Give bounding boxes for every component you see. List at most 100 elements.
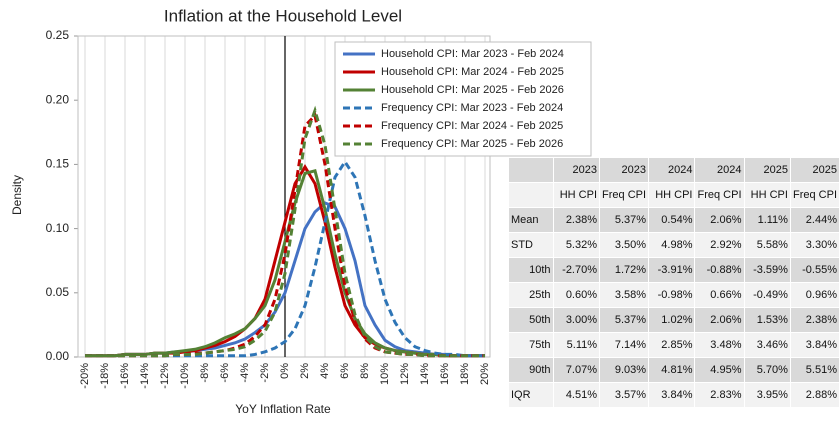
y-tick-label: 0.15 [46, 157, 70, 171]
table-cell: 5.70% [743, 357, 791, 383]
table-cell: -0.98% [648, 282, 696, 308]
x-tick-label: 0% [279, 363, 291, 379]
x-tick-label: -20% [79, 363, 91, 389]
x-tick-label: -18% [99, 363, 111, 389]
table-cell [508, 182, 554, 208]
table-cell: IQR [508, 382, 554, 408]
table-cell: 4.81% [648, 357, 696, 383]
table-cell: 5.51% [789, 357, 840, 383]
table-row: 2023 2023 2024 2024 2025 2025 [508, 157, 840, 183]
table-row: 10th -2.70% 1.72% -3.91% -0.88% -3.59% -0.55% [508, 257, 840, 283]
x-tick-label: 18% [459, 363, 471, 385]
table-cell: 0.54% [648, 207, 696, 233]
table-cell: 2.88% [789, 382, 840, 408]
table-row: Mean 2.38% 5.37% 0.54% 2.06% 1.11% 2.44% [508, 207, 840, 233]
table-cell: HH CPI [743, 182, 791, 208]
y-tick-label: 0.20 [46, 92, 70, 106]
table-cell: 0.60% [552, 282, 601, 308]
x-tick-label: -8% [199, 363, 211, 383]
table-cell: 1.53% [743, 307, 791, 333]
table-cell [508, 157, 554, 183]
table-cell: 5.58% [743, 232, 791, 258]
table-cell: 3.95% [743, 382, 791, 408]
table-cell: 1.02% [648, 307, 696, 333]
x-tick-label: -10% [179, 363, 191, 389]
table-cell: 2025 [789, 157, 840, 183]
x-tick-label: -4% [239, 363, 251, 383]
x-tick-label: 12% [399, 363, 411, 385]
table-row: HH CPI Freq CPI HH CPI Freq CPI HH CPI Freq C… [508, 182, 840, 208]
table-cell: 1.72% [599, 257, 650, 283]
x-tick-label: -16% [119, 363, 131, 389]
legend-label: Household CPI: Mar 2023 - Feb 2024 [381, 48, 564, 60]
legend-label: Household CPI: Mar 2024 - Feb 2025 [381, 66, 564, 78]
legend-box [334, 41, 592, 157]
table-cell: 5.37% [599, 207, 650, 233]
table-cell: 9.03% [599, 357, 650, 383]
table-cell: -0.55% [789, 257, 840, 283]
x-tick-label: -2% [259, 363, 271, 383]
x-tick-label: 4% [319, 363, 331, 379]
legend-label: Household CPI: Mar 2025 - Feb 2026 [381, 84, 564, 96]
legend-label: Frequency CPI: Mar 2025 - Feb 2026 [381, 138, 563, 150]
table-cell: 50th [508, 307, 554, 333]
y-axis-label: Density [10, 175, 24, 215]
table-cell: 3.48% [694, 332, 745, 358]
table-cell: 5.11% [552, 332, 601, 358]
table-cell: 2024 [648, 157, 696, 183]
x-tick-label: 20% [479, 363, 491, 385]
table-cell: Freq CPI [599, 182, 650, 208]
table-cell: 7.14% [599, 332, 650, 358]
x-tick-label: -14% [139, 363, 151, 389]
legend-label: Frequency CPI: Mar 2024 - Feb 2025 [381, 120, 563, 132]
table-cell: 75th [508, 332, 554, 358]
x-tick-label: 14% [419, 363, 431, 385]
table-cell: Freq CPI [789, 182, 840, 208]
chart-title: Inflation at the Household Level [164, 6, 402, 25]
x-tick-label: 16% [439, 363, 451, 385]
table-cell: -0.88% [694, 257, 745, 283]
table-cell: HH CPI [552, 182, 601, 208]
table-cell: 5.32% [552, 232, 601, 258]
table-cell: 2.44% [789, 207, 840, 233]
table-cell: STD [508, 232, 554, 258]
table-cell: 4.51% [552, 382, 601, 408]
table-cell: 3.30% [789, 232, 840, 258]
table-cell: 7.07% [552, 357, 601, 383]
legend-label: Frequency CPI: Mar 2023 - Feb 2024 [381, 102, 563, 114]
x-tick-label: -12% [159, 363, 171, 389]
table-cell: Freq CPI [694, 182, 745, 208]
table-cell: -3.91% [648, 257, 696, 283]
table-row: 90th 7.07% 9.03% 4.81% 4.95% 5.70% 5.51% [508, 357, 840, 383]
table-cell: 2.83% [694, 382, 745, 408]
series-line [85, 105, 485, 358]
table-cell: -2.70% [552, 257, 601, 283]
table-cell: 25th [508, 282, 554, 308]
table-cell: HH CPI [648, 182, 696, 208]
x-axis-label: YoY Inflation Rate [235, 402, 331, 416]
y-tick-label: 0.05 [46, 285, 70, 299]
x-tick-label: -6% [219, 363, 231, 383]
table-row: IQR 4.51% 3.57% 3.84% 2.83% 3.95% 2.88% [508, 382, 840, 408]
plot-frame [77, 35, 491, 358]
table-cell: 90th [508, 357, 554, 383]
table-row: 75th 5.11% 7.14% 2.85% 3.48% 3.46% 3.84% [508, 332, 840, 358]
table-cell: 2.38% [789, 307, 840, 333]
table-cell: 4.95% [694, 357, 745, 383]
table-cell: -0.49% [743, 282, 791, 308]
x-tick-label: 2% [299, 363, 311, 379]
table-cell: 0.66% [694, 282, 745, 308]
table-cell: 3.00% [552, 307, 601, 333]
table-cell: 2.92% [694, 232, 745, 258]
table-cell: 3.84% [789, 332, 840, 358]
table-row: STD 5.32% 3.50% 4.98% 2.92% 5.58% 3.30% [508, 232, 840, 258]
table-cell: 4.98% [648, 232, 696, 258]
table-cell: 1.11% [743, 207, 791, 233]
table-row: 25th 0.60% 3.58% -0.98% 0.66% -0.49% 0.96% [508, 282, 840, 308]
table-cell: 2.06% [694, 307, 745, 333]
y-tick-label: 0.10 [46, 221, 70, 235]
y-tick-label: 0.25 [46, 28, 70, 42]
table-cell: 2.06% [694, 207, 745, 233]
